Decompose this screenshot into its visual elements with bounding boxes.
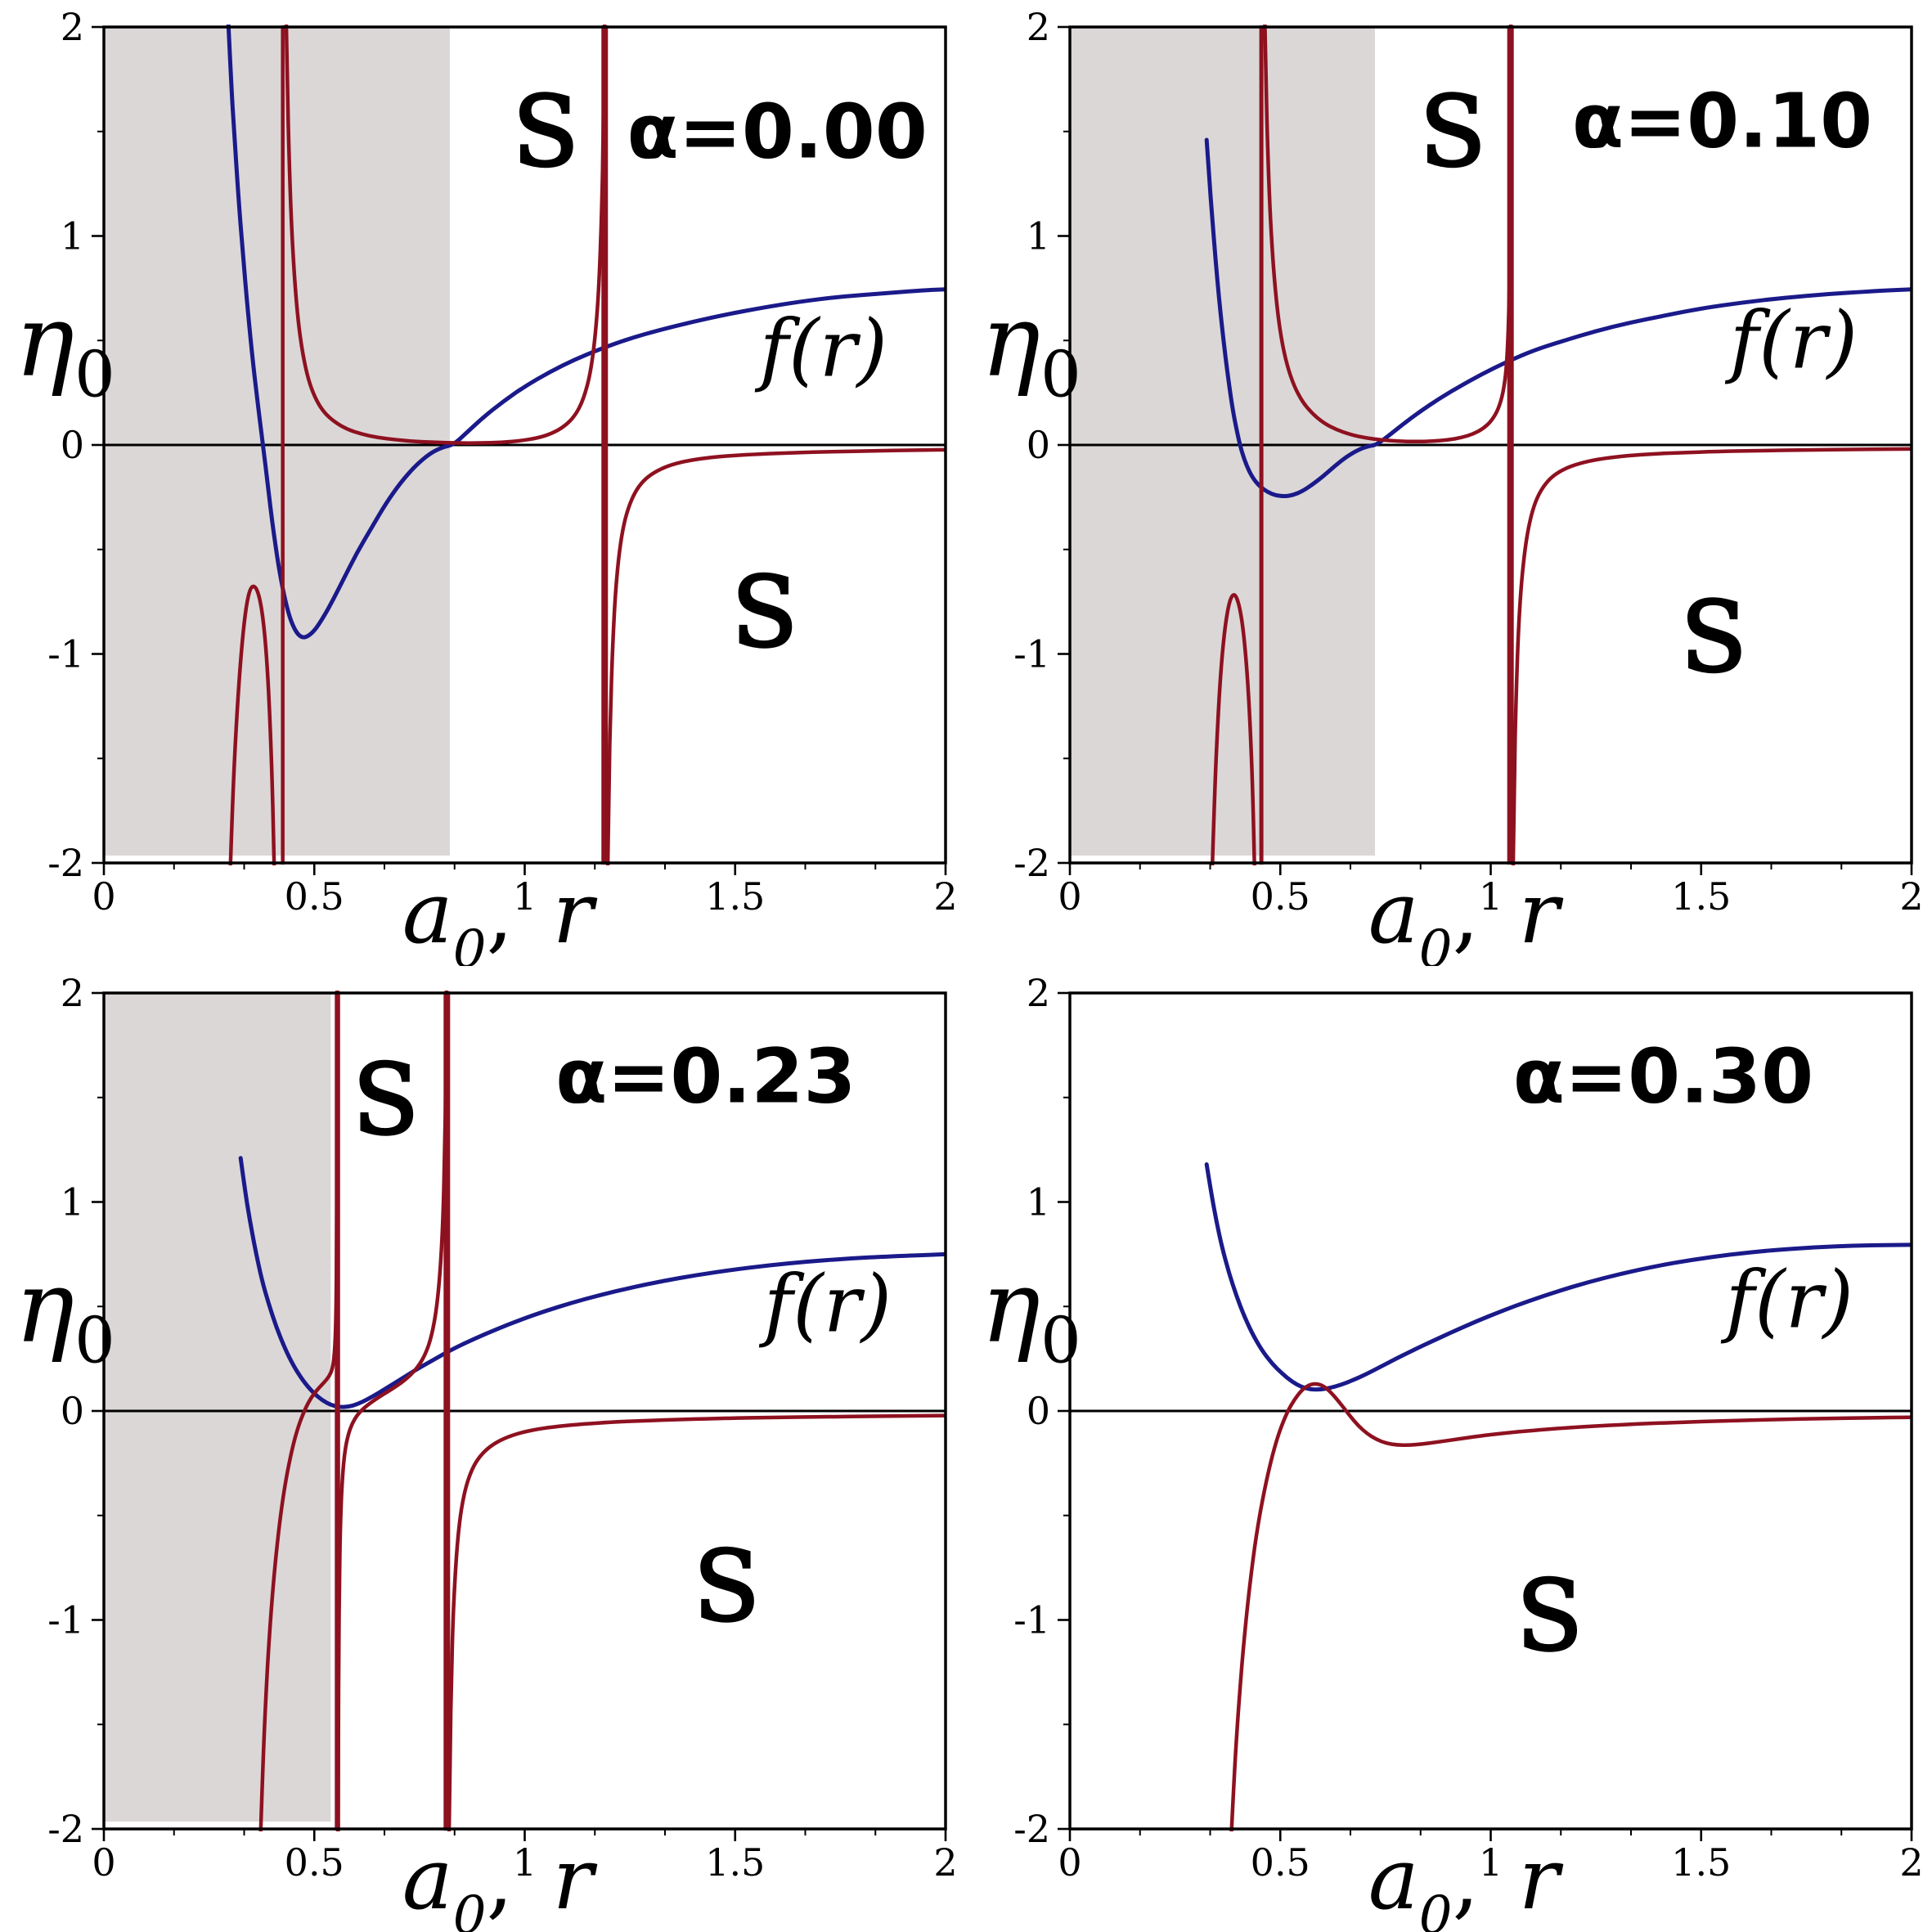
x-tick-label: 1.5 (705, 1840, 765, 1885)
f-of-r-curve (1204, 1162, 1912, 1392)
f-of-r-curve (1204, 137, 1912, 499)
y-tick-label: -2 (1013, 841, 1050, 885)
panel-alpha-0.30: 0 0.5 1 1.5 2 -2 -1 0 1 2 η0 a0, r α=0.30 f(r) S (981, 971, 1924, 1932)
panel-title: α=0.23 (555, 1033, 856, 1121)
s-region-label-1: S (353, 1043, 419, 1156)
x-tick-label: 1 (513, 1840, 537, 1885)
y-tick-label: -1 (1013, 632, 1050, 676)
y-tick-label: 2 (1027, 5, 1050, 49)
panel-alpha-0.10: 0 0.5 1 1.5 2 -2 -1 0 1 2 η0 a0, r α=0.10 f(r) S S (981, 5, 1924, 966)
x-tick-label: 0.5 (1251, 874, 1310, 919)
x-tick-label: 1 (1479, 1840, 1503, 1885)
eta0-curve-branch-3 (1511, 447, 1912, 865)
x-axis-label-a0: a0, (1368, 863, 1480, 966)
y-tick-label: -2 (1013, 1807, 1050, 1851)
x-tick-label: 0 (92, 874, 115, 919)
eta0-curve-branch-2 (228, 584, 276, 865)
panel-title: α=0.00 (627, 88, 928, 175)
x-axis-label-a0: a0, (402, 1829, 514, 1932)
x-axis-label-a0: a0, (1368, 1829, 1480, 1932)
eta0-curve-branch-3 (447, 1413, 946, 1831)
s-region-label-1: S (1420, 75, 1486, 188)
eta0-curve-branch-1 (284, 25, 607, 445)
x-tick-label: 0.5 (1251, 1840, 1310, 1885)
y-tick-label: -2 (47, 1807, 84, 1851)
x-axis-label-a0: a0, (402, 863, 514, 966)
panel-alpha-0.23: 0 0.5 1 1.5 2 -2 -1 0 1 2 η0 a0, r α=0.23 f(r) S S (15, 971, 958, 1932)
panel-alpha-0.00: 0 0.5 1 1.5 2 -2 -1 0 1 2 η0 a0, r α=0.00 f(r) S S (15, 5, 958, 966)
f-of-r-label: f(r) (1725, 294, 1858, 386)
x-tick-label: 2 (1899, 874, 1923, 919)
eta0-curve-branch-3 (605, 447, 946, 865)
y-axis-label-eta0: η0 (15, 1248, 115, 1377)
eta0-curve-branch-2 (336, 991, 449, 1831)
y-tick-label: 1 (61, 1180, 84, 1224)
x-tick-label: 0.5 (285, 874, 344, 919)
y-tick-label: 2 (61, 971, 84, 1015)
shaded-horizon-region (105, 994, 331, 1822)
s-region-label-2: S (694, 1530, 760, 1643)
plot-area (1070, 25, 1912, 865)
shaded-horizon-region (105, 28, 450, 856)
s-region-label-2: S (731, 555, 798, 668)
y-tick-label: 1 (61, 214, 84, 258)
y-tick-label: 1 (1027, 1180, 1050, 1224)
f-of-r-curve (238, 1156, 946, 1409)
y-tick-label: 0 (61, 1389, 84, 1433)
x-tick-label: 1 (1479, 874, 1503, 919)
y-axis-label-eta0: η0 (981, 282, 1081, 411)
x-axis-label-r: r (553, 1829, 598, 1929)
y-axis-label-eta0: η0 (981, 1248, 1081, 1377)
x-axis-label-r: r (1519, 863, 1564, 963)
x-tick-label: 1.5 (705, 874, 765, 919)
x-tick-label: 1.5 (1671, 1840, 1731, 1885)
y-tick-label: -1 (1013, 1598, 1050, 1642)
y-tick-label: 2 (61, 5, 84, 49)
s-region-label-2: S (1681, 581, 1747, 694)
x-axis-label-r: r (553, 863, 598, 963)
x-tick-label: 0 (1058, 874, 1081, 919)
shaded-horizon-region (1071, 28, 1376, 856)
f-of-r-label: f(r) (1721, 1255, 1853, 1346)
panel-title: α=0.30 (1513, 1033, 1813, 1121)
x-tick-label: 1 (513, 874, 537, 919)
y-tick-label: -1 (47, 632, 84, 676)
plot-area (1070, 1162, 1912, 1831)
plot-area (104, 991, 946, 1831)
s-region-label-1: S (1516, 1559, 1583, 1672)
f-of-r-curve (226, 25, 946, 640)
y-tick-label: -1 (47, 1598, 84, 1642)
x-tick-label: 1.5 (1671, 874, 1731, 919)
eta0-curve-branch-1 (1263, 25, 1513, 444)
f-of-r-label: f(r) (755, 303, 887, 394)
eta0-curve-branch-1 (1229, 1382, 1912, 1831)
x-tick-label: 2 (933, 874, 957, 919)
plot-area (104, 25, 946, 865)
x-tick-label: 2 (1899, 1840, 1923, 1885)
eta0-curve-branch-2 (1210, 593, 1256, 865)
x-tick-label: 2 (933, 1840, 957, 1885)
y-tick-label: 2 (1027, 971, 1050, 1015)
y-tick-label: -2 (47, 841, 84, 885)
x-tick-label: 0.5 (285, 1840, 344, 1885)
s-region-label-1: S (513, 75, 579, 188)
x-tick-label: 0 (92, 1840, 115, 1885)
x-tick-label: 0 (1058, 1840, 1081, 1885)
panel-title: α=0.10 (1572, 77, 1872, 164)
y-tick-label: 0 (1027, 423, 1050, 467)
y-tick-label: 0 (1027, 1389, 1050, 1433)
y-axis-label-eta0: η0 (15, 282, 115, 411)
f-of-r-label: f(r) (759, 1259, 892, 1350)
x-axis-label-r: r (1519, 1829, 1564, 1929)
y-tick-label: 0 (61, 423, 84, 467)
y-tick-label: 1 (1027, 214, 1050, 258)
